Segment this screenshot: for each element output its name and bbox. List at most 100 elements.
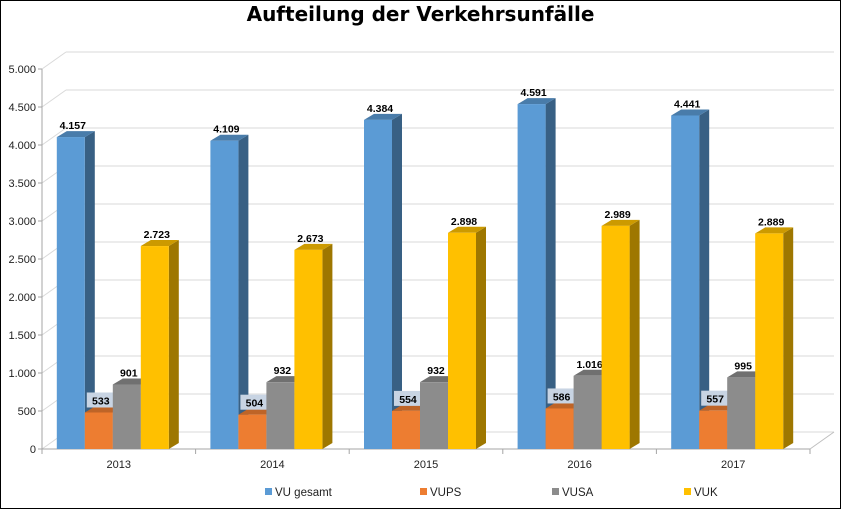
bar-front (294, 249, 323, 449)
bar-top (517, 98, 556, 105)
bar-front (573, 375, 602, 449)
bar-vu-gesamt (56, 131, 95, 449)
legend-swatch (684, 488, 691, 495)
chart-title: Aufteilung der Verkehrsunfälle (246, 2, 595, 26)
legend-label: VUK (694, 487, 718, 499)
x-tick-label: 2014 (260, 459, 284, 471)
data-label-box (701, 390, 730, 406)
bar-front (112, 384, 141, 449)
data-label: 932 (427, 365, 445, 377)
y-tick-label: 3.500 (8, 178, 36, 190)
data-label-box (394, 390, 422, 406)
y-tick-label: 2.000 (8, 292, 36, 304)
data-label: 995 (734, 360, 752, 372)
bar-top (140, 240, 179, 247)
bar-side (783, 227, 794, 449)
data-label: 2.889 (758, 216, 784, 228)
data-label: 4.157 (60, 120, 86, 132)
data-label: 2.989 (604, 209, 630, 221)
y-tick-label: 4.500 (8, 102, 36, 114)
bar-front (517, 104, 546, 450)
x-tick-label: 2016 (567, 459, 591, 471)
bar-front (755, 233, 784, 449)
bar-vuk (755, 227, 794, 449)
side-gridline (41, 127, 67, 146)
x-tick-label: 2013 (107, 459, 131, 471)
data-label-box (86, 392, 115, 408)
data-label: 4.384 (367, 103, 393, 115)
bar-side (392, 113, 402, 449)
data-label: 557 (706, 394, 724, 406)
bar-top (56, 131, 95, 138)
bar-front (448, 232, 476, 449)
data-label: 533 (92, 395, 110, 407)
legend-label: VUSA (562, 487, 594, 499)
data-label: 4.591 (520, 87, 546, 99)
data-label: 4.441 (674, 98, 700, 110)
y-tick-label: 2.500 (8, 254, 36, 266)
legend-swatch (265, 488, 272, 495)
legend-swatch (420, 488, 427, 495)
data-label-box (547, 388, 576, 404)
y-tick-label: 1.500 (8, 330, 36, 342)
y-tick-label: 500 (18, 406, 36, 418)
bar-front (364, 119, 392, 449)
bar-side (629, 219, 640, 449)
bar-side (699, 109, 710, 449)
data-label: 901 (120, 368, 138, 380)
legend-label: VU gesamt (275, 487, 333, 499)
bar-front (392, 410, 420, 449)
legend-item: VUSA (552, 487, 594, 499)
data-label: 1.016 (576, 359, 602, 371)
y-tick-label: 0 (30, 444, 36, 456)
bar-top (601, 219, 640, 226)
y-tick-label: 1.000 (8, 368, 36, 380)
data-label: 2.898 (451, 216, 477, 228)
bar-front (420, 382, 448, 449)
bar-side (168, 240, 179, 449)
side-gridline (41, 89, 67, 108)
bar-vuk (448, 226, 486, 449)
bar-front (699, 410, 728, 449)
bar-front (601, 225, 630, 449)
y-tick-label: 4.000 (8, 140, 36, 152)
bar-front (238, 414, 267, 449)
data-label: 504 (246, 398, 264, 410)
bar-front (84, 412, 113, 449)
data-label-box (240, 394, 269, 410)
bar-vuk (294, 243, 333, 449)
bar-front (210, 140, 239, 449)
bar-vuk (140, 240, 179, 449)
x-tick-label: 2015 (414, 459, 438, 471)
y-tick-label: 3.000 (8, 216, 36, 228)
bar-side (322, 243, 333, 449)
bar-front (671, 115, 700, 449)
bar-front (56, 137, 85, 449)
legend-swatch (552, 488, 559, 495)
bar-side (545, 98, 556, 450)
legend-item: VUK (684, 487, 718, 499)
bar-vu-gesamt (210, 134, 249, 449)
bar-vu-gesamt (671, 109, 710, 449)
side-gridline (41, 51, 67, 70)
bar-front (140, 246, 169, 449)
bar-front (266, 382, 295, 449)
y-tick-label: 5.000 (8, 64, 36, 76)
bar-top (364, 113, 402, 120)
legend-label: VUPS (430, 487, 462, 499)
legend-item: VU gesamt (265, 487, 333, 499)
x-tick-label: 2017 (721, 459, 745, 471)
data-label: 4.109 (213, 124, 239, 136)
bar-top (448, 226, 486, 233)
legend-item: VUPS (420, 487, 462, 499)
bar-top (755, 227, 794, 234)
bar-top (294, 243, 333, 250)
bar-vuk (601, 219, 640, 449)
bar-top (671, 109, 710, 116)
bar-top (210, 134, 249, 141)
bar-side (84, 131, 95, 449)
data-label: 586 (553, 391, 571, 403)
data-label: 932 (274, 365, 292, 377)
data-label: 554 (399, 394, 417, 406)
